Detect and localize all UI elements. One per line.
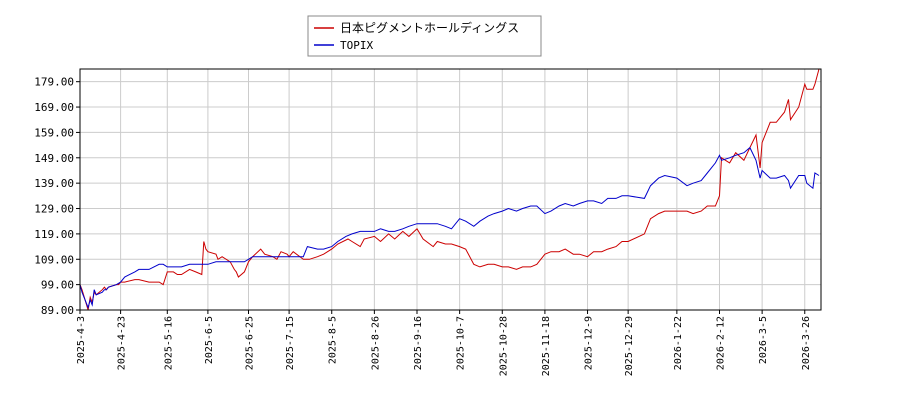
- x-tick-label: 2026-1-22: [673, 316, 684, 370]
- x-tick-label: 2025-8-26: [370, 316, 381, 370]
- plot-lines: [79, 68, 820, 311]
- x-axis: 2025-4-3 2025-4-23 2025-5-16 2025-6-5 2025-6…: [76, 310, 812, 376]
- y-tick-label: 149.00: [34, 152, 74, 165]
- x-tick-label: 2025-10-7: [456, 316, 467, 370]
- series-line-stock: [79, 68, 820, 311]
- y-tick-label: 109.00: [34, 253, 74, 266]
- x-tick-label: 2025-7-15: [285, 316, 296, 370]
- x-tick-label: 2025-5-16: [163, 316, 174, 370]
- x-tick-label: 2025-11-18: [541, 316, 552, 376]
- y-tick-label: 99.00: [41, 279, 74, 292]
- legend: 日本ピグメントホールディングス TOPIX: [307, 15, 542, 57]
- legend-label-topix: TOPIX: [340, 39, 373, 52]
- grid: [79, 69, 821, 311]
- y-tick-label: 119.00: [34, 228, 74, 241]
- x-tick-label: 2025-12-9: [584, 316, 595, 370]
- y-tick-label: 89.00: [41, 304, 74, 317]
- y-axis: 179.00 169.00 159.00 149.00 139.00 129.00 119.…: [34, 76, 80, 317]
- x-tick-label: 2025-9-16: [413, 316, 424, 370]
- x-tick-label: 2025-6-5: [204, 316, 215, 364]
- legend-box: [307, 15, 542, 57]
- x-tick-label: 2026-2-12: [715, 316, 726, 370]
- x-tick-label: 2025-12-29: [624, 316, 635, 376]
- x-tick-label: 2025-10-28: [498, 316, 509, 376]
- y-tick-label: 159.00: [34, 126, 74, 139]
- x-tick-label: 2025-4-3: [76, 316, 87, 364]
- y-tick-label: 139.00: [34, 177, 74, 190]
- y-tick-label: 129.00: [34, 203, 74, 216]
- plot-frame: [79, 68, 822, 311]
- x-tick-label: 2026-3-5: [758, 316, 769, 364]
- y-tick-label: 179.00: [34, 76, 74, 89]
- y-tick-label: 169.00: [34, 101, 74, 114]
- legend-label-stock: 日本ピグメントホールディングス: [340, 20, 519, 35]
- x-tick-label: 2025-4-23: [117, 316, 128, 370]
- x-tick-label: 2025-8-5: [328, 316, 339, 364]
- series-line-topix: [79, 146, 820, 310]
- x-tick-label: 2026-3-26: [801, 316, 812, 370]
- x-tick-label: 2025-6-25: [245, 316, 256, 370]
